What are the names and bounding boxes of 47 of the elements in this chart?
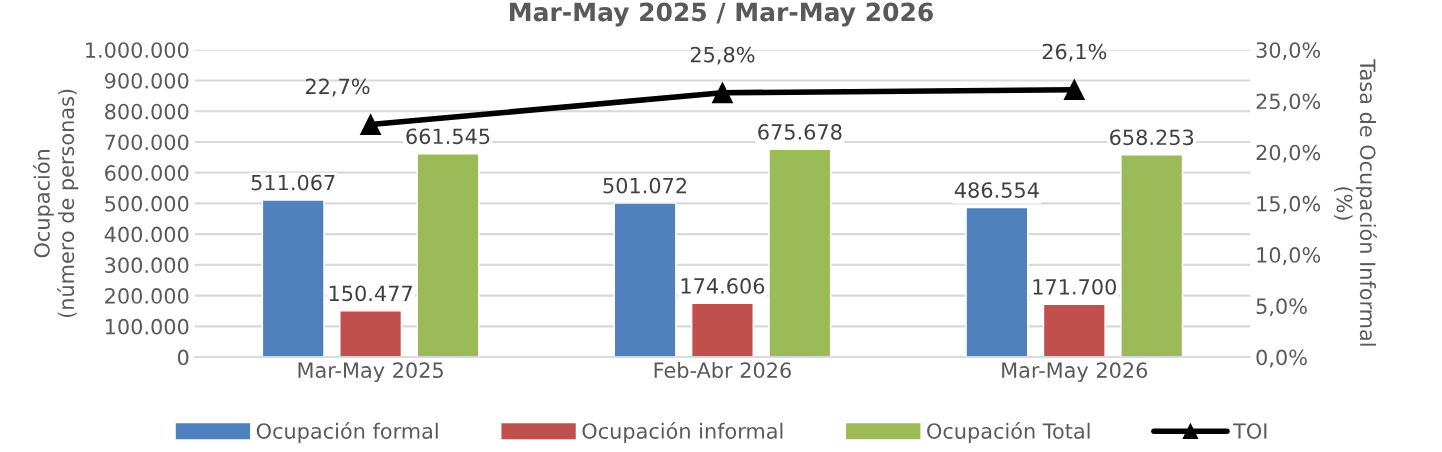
- data-label: 511.067: [251, 174, 335, 191]
- bar: [1042, 303, 1106, 358]
- data-label: 26,1%: [1042, 43, 1107, 62]
- y2-tick-label: 10,0%: [1257, 247, 1321, 265]
- legend-label: Ocupación formal: [256, 421, 438, 443]
- legend-label: TOI: [1233, 423, 1267, 439]
- y-tick-label: 300.000: [105, 257, 189, 274]
- y2-tick-label: 25,0%: [1256, 93, 1321, 112]
- y-tick-label: 1.000.000: [86, 42, 189, 58]
- bar: [339, 310, 403, 358]
- y-tick-label: 500.000: [105, 195, 189, 212]
- chart-title: Mar-May 2025 / Mar-May 2026: [510, 2, 933, 27]
- data-label: 658.253: [1110, 129, 1194, 146]
- y-axis-title: Ocupación (número de personas): [32, 89, 79, 318]
- point: [360, 114, 382, 135]
- point: [1063, 79, 1085, 101]
- bar: [690, 302, 754, 358]
- y-tick-label: 600.000: [105, 165, 189, 181]
- y-tick-label: 100.000: [105, 318, 189, 335]
- y-tick-label: 800.000: [105, 103, 189, 120]
- data-label: 174.606: [681, 278, 765, 294]
- data-label: 501.072: [603, 177, 687, 194]
- data-label: 25,8%: [690, 46, 755, 65]
- y-tick-label: 400.000: [104, 226, 189, 243]
- x-tick-label: Mar-May 2026: [1002, 362, 1148, 383]
- y2-tick-label: 30,0%: [1256, 42, 1321, 61]
- y2-tick-label: 0,0%: [1256, 349, 1307, 368]
- y2-tick-label: 15,0%: [1257, 195, 1321, 214]
- x-tick-label: Feb-Abr 2026: [654, 361, 791, 379]
- y-tick-label: 200.000: [105, 288, 189, 304]
- y-tick-label: 0: [177, 349, 189, 366]
- y2-tick-label: 20,0%: [1256, 144, 1321, 163]
- y-tick-label: 900.000: [104, 72, 189, 89]
- data-label: 22,7%: [305, 78, 370, 97]
- data-label: 486.554: [954, 182, 1039, 198]
- data-label: 150.477: [329, 285, 412, 302]
- data-label: 171.700: [1033, 278, 1116, 295]
- bar: [416, 153, 480, 358]
- data-label: 675.678: [758, 124, 842, 140]
- legend-label: Ocupación Total: [927, 421, 1090, 443]
- y2-axis-title: Tasa de Ocupación Informal (%): [1334, 59, 1377, 346]
- y-tick-label: 700.000: [105, 134, 189, 151]
- data-label: 661.545: [406, 128, 490, 145]
- legend-label: Ocupación informal: [582, 421, 783, 443]
- y2-tick-label: 5,0%: [1256, 298, 1307, 317]
- x-tick-label: Mar-May 2025: [298, 362, 443, 383]
- point: [712, 82, 733, 104]
